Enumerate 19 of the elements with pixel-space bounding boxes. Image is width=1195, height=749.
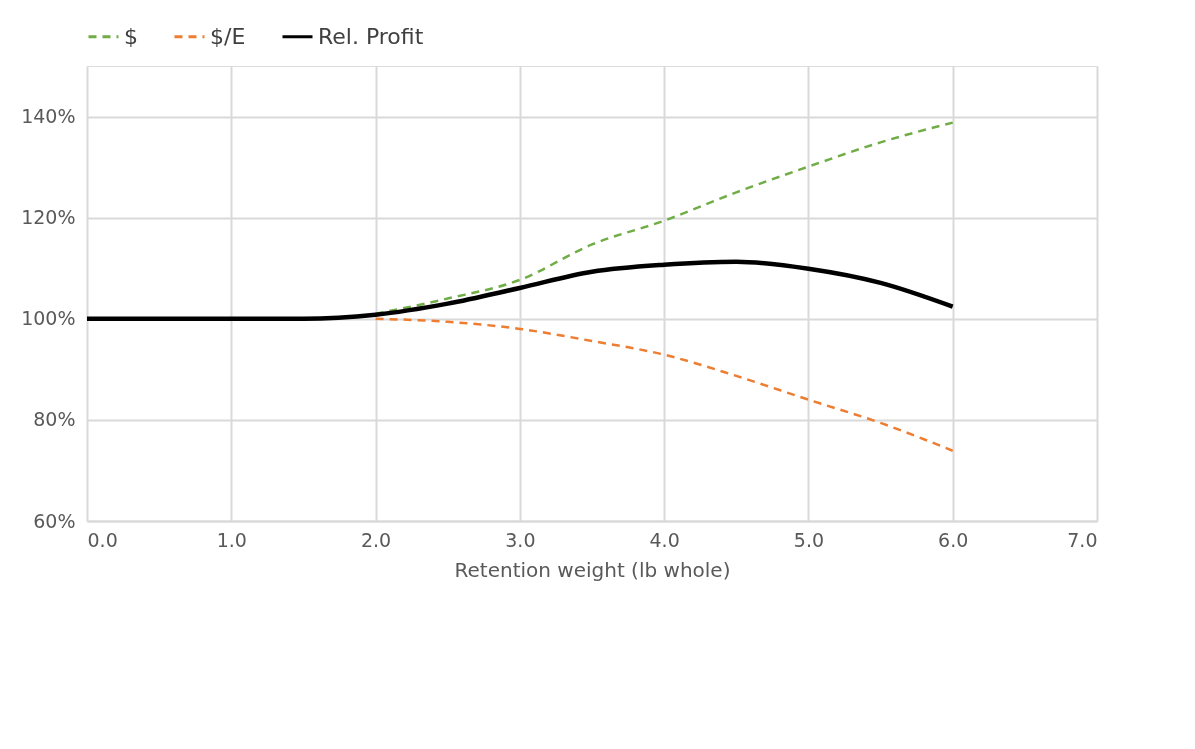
- x-axis-title: Retention weight (lb whole): [454, 557, 731, 582]
- legend-label: $/E: [210, 23, 246, 49]
- x-tick-label: 3.0: [505, 528, 536, 551]
- y-tick-label: 60%: [33, 509, 76, 532]
- x-tick-label: 6.0: [938, 528, 969, 551]
- line-series: [374, 317, 954, 452]
- y-tick-label: 100%: [21, 307, 76, 330]
- x-tick-label: 5.0: [793, 528, 825, 551]
- y-tick-label: 120%: [21, 206, 76, 229]
- legend-label: Rel. Profit: [318, 23, 424, 49]
- line-series: [84, 259, 955, 322]
- x-tick-label: 1.0: [216, 528, 247, 551]
- x-tick-label: 2.0: [360, 528, 392, 551]
- x-tick-label: 7.0: [1067, 528, 1098, 551]
- y-tick-label: 140%: [21, 105, 76, 128]
- x-tick-label: 0.0: [87, 528, 118, 551]
- x-tick-label: 4.0: [649, 528, 680, 551]
- y-tick-label: 80%: [33, 408, 76, 431]
- legend-label: $: [124, 23, 138, 49]
